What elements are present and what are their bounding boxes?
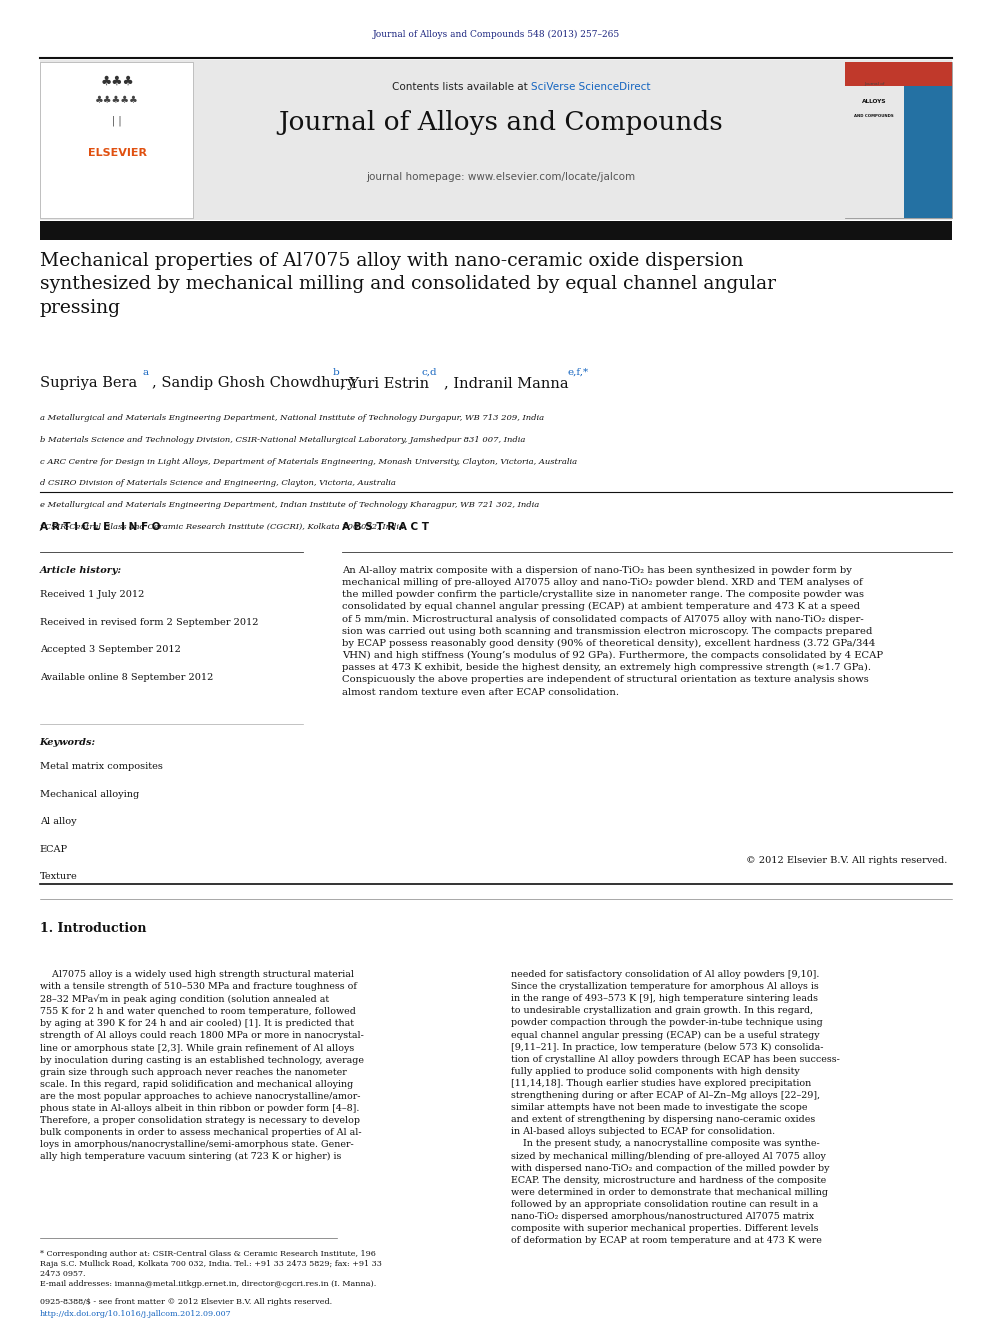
Text: Al alloy: Al alloy [40, 818, 76, 826]
Text: b: b [332, 368, 339, 377]
Text: Mechanical properties of Al7075 alloy with nano-ceramic oxide dispersion
synthes: Mechanical properties of Al7075 alloy wi… [40, 251, 776, 316]
Text: ALLOYS: ALLOYS [862, 99, 887, 105]
Bar [845, 62, 952, 218]
Text: AND COMPOUNDS: AND COMPOUNDS [854, 114, 894, 118]
Bar [845, 62, 952, 86]
Text: An Al-alloy matrix composite with a dispersion of nano-TiO₂ has been synthesized: An Al-alloy matrix composite with a disp… [342, 566, 883, 696]
Text: a Metallurgical and Materials Engineering Department, National Institute of Tech: a Metallurgical and Materials Engineerin… [40, 414, 544, 422]
Text: Contents lists available at: Contents lists available at [392, 82, 531, 93]
Text: Texture: Texture [40, 872, 77, 881]
Text: Journal of Alloys and Compounds 548 (2013) 257–265: Journal of Alloys and Compounds 548 (201… [372, 30, 620, 40]
Text: Supriya Bera: Supriya Bera [40, 376, 137, 390]
Text: ELSEVIER: ELSEVIER [87, 148, 147, 157]
Bar [40, 62, 193, 218]
Text: © 2012 Elsevier B.V. All rights reserved.: © 2012 Elsevier B.V. All rights reserved… [746, 856, 947, 865]
Text: | |: | | [112, 115, 122, 126]
Text: e Metallurgical and Materials Engineering Department, Indian Institute of Techno: e Metallurgical and Materials Engineerin… [40, 501, 539, 509]
Text: c,d: c,d [422, 368, 437, 377]
Text: Journal of: Journal of [864, 82, 884, 86]
Text: Mechanical alloying: Mechanical alloying [40, 790, 139, 799]
Text: Available online 8 September 2012: Available online 8 September 2012 [40, 672, 213, 681]
Text: Al7075 alloy is a widely used high strength structural material
with a tensile s: Al7075 alloy is a widely used high stren… [40, 970, 364, 1162]
Text: Received in revised form 2 September 2012: Received in revised form 2 September 201… [40, 618, 258, 627]
Text: ECAP: ECAP [40, 844, 67, 853]
Text: Metal matrix composites: Metal matrix composites [40, 762, 163, 771]
Text: e,f,*: e,f,* [567, 368, 588, 377]
Bar [40, 60, 952, 220]
Text: b Materials Science and Technology Division, CSIR-National Metallurgical Laborat: b Materials Science and Technology Divis… [40, 435, 525, 443]
Text: Accepted 3 September 2012: Accepted 3 September 2012 [40, 646, 181, 654]
Text: , Indranil Manna: , Indranil Manna [444, 376, 569, 390]
Text: 0925-8388/$ - see front matter © 2012 Elsevier B.V. All rights reserved.: 0925-8388/$ - see front matter © 2012 El… [40, 1298, 331, 1306]
Text: , Sandip Ghosh Chowdhury: , Sandip Ghosh Chowdhury [152, 376, 355, 390]
Text: f CSIR-Central Glass and Ceramic Research Institute (CGCRI), Kolkata 700 032, In: f CSIR-Central Glass and Ceramic Researc… [40, 523, 405, 531]
Text: http://dx.doi.org/10.1016/j.jallcom.2012.09.007: http://dx.doi.org/10.1016/j.jallcom.2012… [40, 1310, 231, 1318]
Text: needed for satisfactory consolidation of Al alloy powders [9,10].
Since the crys: needed for satisfactory consolidation of… [511, 970, 840, 1245]
Text: journal homepage: www.elsevier.com/locate/jalcom: journal homepage: www.elsevier.com/locat… [366, 172, 636, 183]
Text: 1. Introduction: 1. Introduction [40, 922, 146, 935]
Text: * Corresponding author at: CSIR-Central Glass & Ceramic Research Institute, 196
: * Corresponding author at: CSIR-Central … [40, 1250, 382, 1278]
Text: Journal of Alloys and Compounds: Journal of Alloys and Compounds [279, 110, 723, 135]
Bar [904, 86, 952, 218]
Text: SciVerse ScienceDirect: SciVerse ScienceDirect [531, 82, 650, 93]
Text: Received 1 July 2012: Received 1 July 2012 [40, 590, 144, 599]
Text: Keywords:: Keywords: [40, 738, 96, 747]
Text: d CSIRO Division of Materials Science and Engineering, Clayton, Victoria, Austra: d CSIRO Division of Materials Science an… [40, 479, 396, 487]
Text: Article history:: Article history: [40, 566, 122, 576]
Text: A R T I C L E   I N F O: A R T I C L E I N F O [40, 523, 160, 532]
Text: ♣♣♣: ♣♣♣ [100, 75, 134, 89]
Text: c ARC Centre for Design in Light Alloys, Department of Materials Engineering, Mo: c ARC Centre for Design in Light Alloys,… [40, 458, 576, 466]
Text: ♣♣♣♣♣: ♣♣♣♣♣ [95, 95, 139, 105]
Text: A B S T R A C T: A B S T R A C T [342, 523, 430, 532]
Bar [845, 86, 904, 218]
Bar [40, 221, 952, 239]
Text: , Yuri Estrin: , Yuri Estrin [340, 376, 430, 390]
Text: a: a [143, 368, 149, 377]
Text: E-mail addresses: imanna@metal.iitkgp.ernet.in, director@cgcri.res.in (I. Manna): E-mail addresses: imanna@metal.iitkgp.er… [40, 1279, 376, 1289]
